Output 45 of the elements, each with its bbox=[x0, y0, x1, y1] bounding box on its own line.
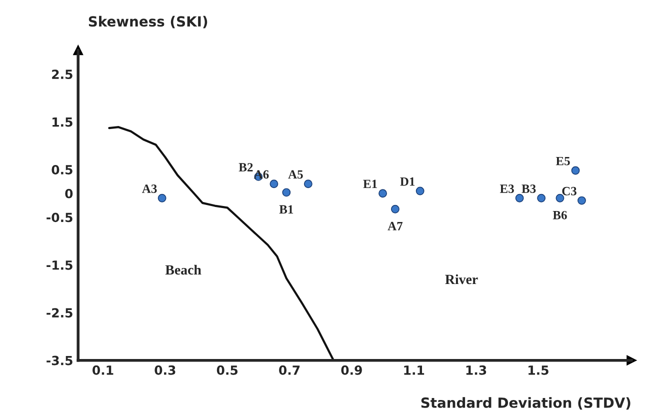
x-tick-label: 0.1 bbox=[92, 365, 114, 375]
annotation: A7 bbox=[388, 222, 403, 230]
y-tick-label: 0 bbox=[65, 188, 73, 198]
x-tick-label: 0.7 bbox=[279, 365, 300, 375]
annotation: D1 bbox=[400, 177, 415, 186]
annotation: B2 bbox=[238, 163, 253, 172]
point bbox=[416, 186, 424, 196]
x-tick-label: 1.3 bbox=[466, 365, 486, 375]
point bbox=[378, 189, 387, 198]
annotation: C3 bbox=[562, 186, 576, 196]
annotation: Beach bbox=[165, 264, 202, 275]
x-tick-label: 1.1 bbox=[404, 366, 424, 375]
annotation: River bbox=[445, 274, 478, 284]
y-tick-label: 2.5 bbox=[52, 70, 72, 80]
point bbox=[515, 194, 524, 202]
x-tick-label: 0.3 bbox=[154, 365, 176, 375]
point bbox=[304, 180, 312, 188]
x-tick-label: 1.5 bbox=[528, 366, 548, 375]
annotation: E3 bbox=[500, 184, 514, 193]
point bbox=[537, 194, 546, 202]
point bbox=[556, 194, 564, 202]
point bbox=[158, 194, 166, 202]
annotation: E1 bbox=[363, 180, 377, 188]
point bbox=[390, 204, 400, 214]
point bbox=[282, 188, 291, 197]
y-tick-label: 0.5 bbox=[52, 165, 72, 174]
point bbox=[578, 196, 586, 205]
y-tick-label: -3.5 bbox=[46, 356, 72, 366]
y-tick-label: -0.5 bbox=[46, 212, 72, 222]
x-tick-label: 0.5 bbox=[216, 365, 238, 375]
annotation: B6 bbox=[552, 210, 567, 220]
y-axis-title: Skewness (SKI) bbox=[88, 16, 208, 28]
y-tick-label: -1.5 bbox=[46, 260, 72, 270]
line-series bbox=[108, 126, 334, 360]
point bbox=[571, 166, 580, 175]
x-axis-title: Standard Deviation (STDV) bbox=[421, 397, 630, 410]
y-tick-label: 1.5 bbox=[52, 117, 72, 127]
annotation: B3 bbox=[522, 184, 536, 193]
point bbox=[270, 180, 278, 188]
annotation: A3 bbox=[142, 184, 157, 193]
annotation: A5 bbox=[288, 170, 303, 179]
annotation: B1 bbox=[279, 205, 294, 214]
annotation: E5 bbox=[556, 156, 570, 166]
x-tick-label: 0.9 bbox=[341, 365, 362, 375]
y-tick-label: -2.5 bbox=[46, 308, 72, 318]
